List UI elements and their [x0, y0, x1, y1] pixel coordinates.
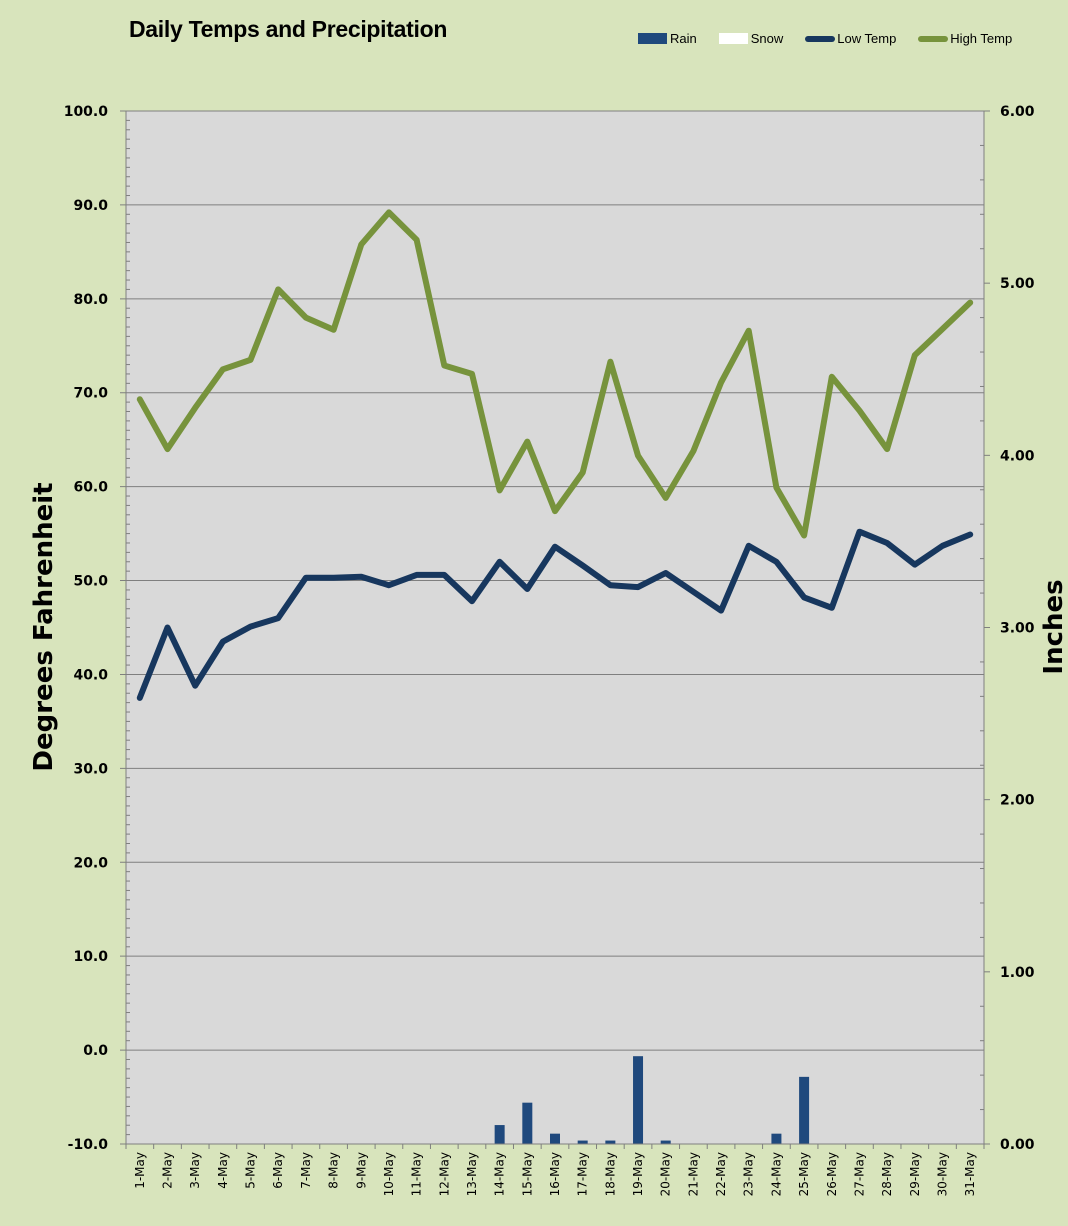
legend-label-rain: Rain [670, 31, 697, 46]
x-tick-label: 29-May [908, 1152, 922, 1196]
rain-bar [522, 1102, 533, 1144]
x-tick-label: 25-May [797, 1152, 811, 1196]
x-tick-label: 9-May [354, 1152, 368, 1189]
x-tick-label: 21-May [686, 1152, 700, 1196]
right-tick-label: 3.00 [1000, 621, 1035, 637]
left-tick-label: 30.0 [73, 761, 108, 777]
left-tick-label: 70.0 [73, 386, 108, 402]
right-tick-label: 1.00 [1000, 965, 1035, 981]
rain-bar [577, 1140, 588, 1144]
legend-item-high-temp: High Temp [918, 31, 1012, 46]
x-tick-label: 28-May [880, 1152, 894, 1196]
rain-bar [494, 1125, 505, 1144]
gridlines [120, 110, 984, 1145]
rain-bar [799, 1076, 810, 1144]
x-tick-label: 16-May [548, 1152, 562, 1196]
x-tick-label: 12-May [437, 1152, 451, 1196]
x-tick-label: 22-May [714, 1152, 728, 1196]
x-tick-label: 15-May [520, 1152, 534, 1196]
left-tick-label: 80.0 [73, 292, 108, 308]
left-tick-label: 10.0 [73, 949, 108, 965]
left-axis-title: Degrees Fahrenheit [29, 482, 59, 771]
right-axis-title: Inches [1039, 579, 1068, 674]
left-y-axis: 100.0 90.0 80.0 70.0 60.0 50.0 40.0 30.0 20.0 10.… [64, 104, 130, 1153]
x-tick-label: 24-May [769, 1152, 783, 1196]
rain-bars [494, 1056, 810, 1144]
high-temp-line [136, 209, 974, 539]
right-tick-label: 6.00 [1000, 104, 1035, 120]
x-tick-label: 26-May [825, 1152, 839, 1196]
left-tick-label: 60.0 [73, 480, 108, 496]
rain-bar [605, 1140, 616, 1144]
x-tick-label: 2-May [161, 1152, 175, 1189]
x-tick-label: 5-May [244, 1152, 258, 1189]
left-tick-label: 90.0 [73, 198, 108, 214]
x-tick-label: 10-May [382, 1152, 396, 1196]
x-tick-label: 6-May [271, 1152, 285, 1189]
legend-label-snow: Snow [750, 31, 784, 46]
x-tick-label: 17-May [576, 1152, 590, 1196]
legend-label-high-temp: High Temp [950, 31, 1013, 46]
legend-item-low-temp: Low Temp [805, 31, 896, 46]
x-tick-label: 30-May [935, 1152, 949, 1196]
high-temp-line-icon [918, 35, 949, 42]
rain-bar [660, 1140, 671, 1144]
snow-swatch-icon [718, 33, 748, 44]
left-tick-label: 0.0 [83, 1043, 108, 1059]
x-tick-label: 23-May [742, 1152, 756, 1196]
x-tick-label: 14-May [493, 1152, 507, 1196]
right-tick-label: 0.00 [1000, 1137, 1035, 1153]
left-tick-label: 40.0 [73, 667, 108, 683]
x-tick-label: 13-May [465, 1152, 479, 1196]
left-tick-label: -10.0 [68, 1137, 109, 1153]
rain-bar [550, 1133, 560, 1144]
rain-bar [633, 1056, 644, 1144]
x-tick-label: 4-May [216, 1152, 230, 1189]
low-temp-line-icon [805, 35, 836, 42]
left-tick-label: 20.0 [73, 855, 108, 871]
x-tick-label: 3-May [188, 1152, 202, 1189]
plot-area [126, 111, 984, 1144]
x-tick-label: 1-May [133, 1152, 147, 1189]
x-tick-label: 11-May [410, 1152, 424, 1196]
left-tick-label: 100.0 [64, 104, 109, 120]
x-tick-label: 20-May [659, 1152, 673, 1196]
right-tick-label: 2.00 [1000, 793, 1035, 809]
legend-item-rain: Rain [638, 31, 697, 46]
x-tick-label: 7-May [299, 1152, 313, 1189]
x-tick-label: 18-May [603, 1152, 617, 1196]
x-axis: 1-May 2-May 3-May 4-May 5-May 6-May 7-May 8-May… [120, 1143, 985, 1196]
x-tick-label: 27-May [852, 1152, 866, 1196]
legend-label-low-temp: Low Temp [837, 31, 897, 46]
legend-item-snow: Snow [718, 31, 784, 46]
chart-title: Daily Temps and Precipitation [129, 16, 448, 42]
rain-bar [771, 1133, 782, 1144]
legend: Rain Snow Low Temp High Temp [638, 31, 1012, 46]
right-tick-label: 4.00 [1000, 448, 1035, 464]
left-tick-label: 50.0 [73, 574, 108, 590]
x-tick-label: 8-May [327, 1152, 341, 1189]
rain-swatch-icon [638, 33, 667, 44]
right-y-axis: 6.00 5.00 4.00 3.00 2.00 1.00 0.00 [980, 104, 1035, 1153]
x-tick-label: 31-May [963, 1152, 977, 1196]
temp-lines [136, 209, 974, 701]
right-tick-label: 5.00 [1000, 276, 1035, 292]
low-temp-line [136, 528, 974, 701]
x-tick-label: 19-May [631, 1152, 645, 1196]
